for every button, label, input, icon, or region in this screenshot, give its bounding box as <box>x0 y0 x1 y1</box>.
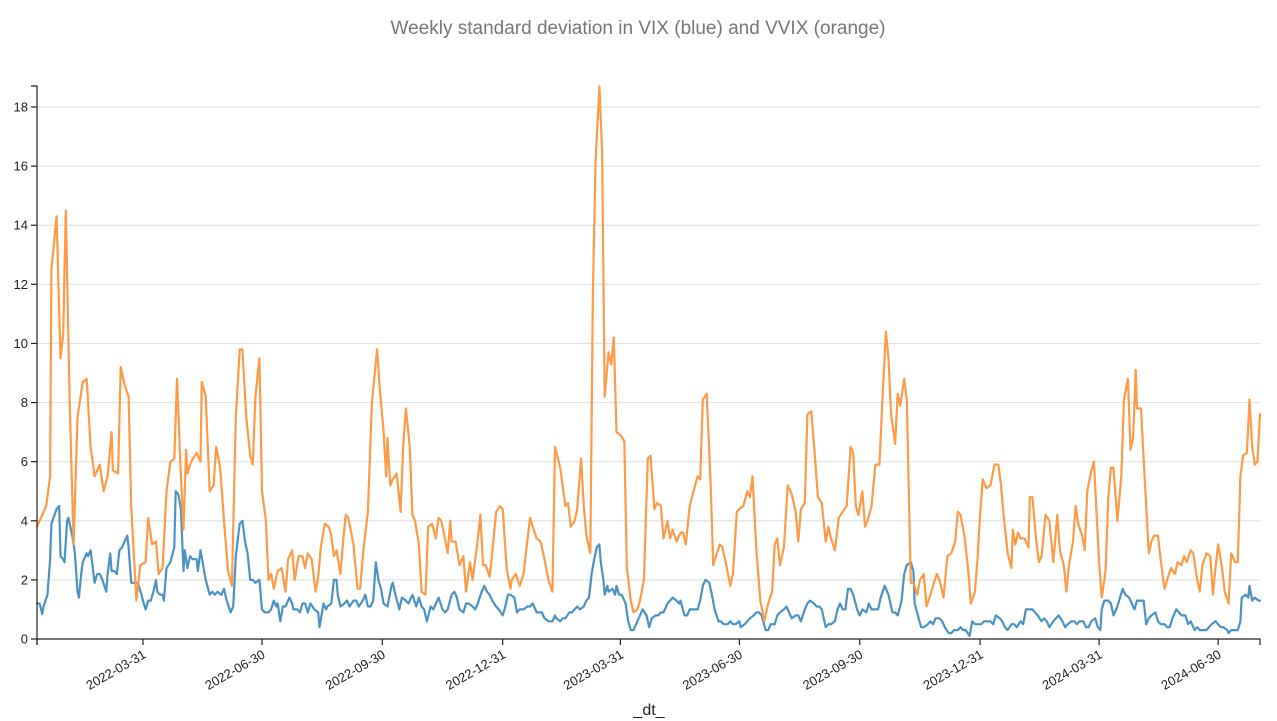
x-tick-label: 2023-06-30 <box>680 647 745 693</box>
y-tick-label: 12 <box>14 277 28 292</box>
x-tick-label: 2022-12-31 <box>443 647 508 693</box>
y-tick-label: 10 <box>14 336 28 351</box>
x-tick-label: 2024-03-31 <box>1040 647 1105 693</box>
y-axis: 0 2 4 6 8 10 12 14 16 18 <box>14 86 37 647</box>
y-tick-label: 2 <box>21 572 28 587</box>
x-tick-label: 2023-09-30 <box>800 647 865 693</box>
y-tick-label: 18 <box>14 100 28 115</box>
x-axis-title: _dt_ <box>632 702 665 719</box>
y-tick-label: 4 <box>21 513 28 528</box>
x-tick-label: 2022-09-30 <box>323 647 388 693</box>
x-tick-label: 2022-03-31 <box>83 647 148 693</box>
x-tick-label: 2023-12-31 <box>920 647 985 693</box>
x-axis: 2022-03-31 2022-06-30 2022-09-30 2022-12-31… <box>37 639 1260 693</box>
x-tick-label: 2023-03-31 <box>561 647 626 693</box>
y-tick-label: 6 <box>21 454 28 469</box>
y-tick-label: 0 <box>21 632 28 647</box>
x-tick-label: 2024-06-30 <box>1159 647 1224 693</box>
y-tick-label: 14 <box>14 218 28 233</box>
y-tick-label: 16 <box>14 159 28 174</box>
y-axis-line <box>31 86 37 645</box>
x-axis-line <box>37 639 1260 645</box>
y-tick-label: 8 <box>21 395 28 410</box>
series-layer <box>37 86 1260 636</box>
chart-title: Weekly standard deviation in VIX (blue) … <box>391 18 886 39</box>
x-tick-label: 2022-06-30 <box>202 647 267 693</box>
